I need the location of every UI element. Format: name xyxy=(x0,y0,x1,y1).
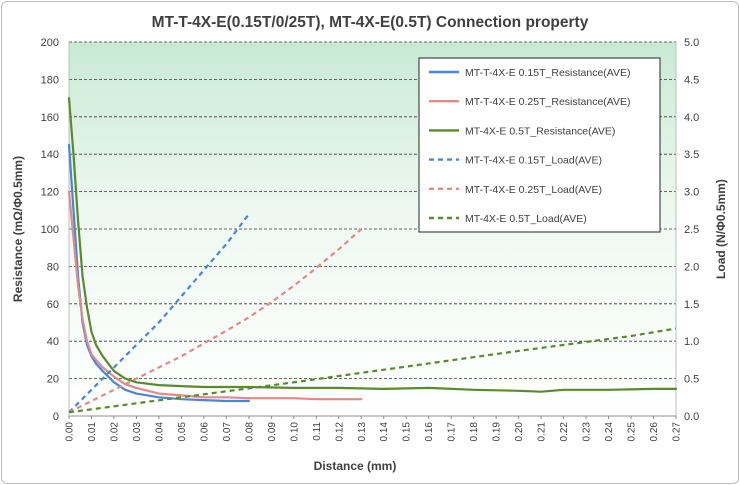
x-tick-label: 0.14 xyxy=(379,422,390,442)
y2-tick-label: 0.0 xyxy=(684,411,699,423)
x-tick-label: 0.09 xyxy=(267,422,278,442)
legend-label-2: MT-T-4X-E 0.25T_Resistance(AVE) xyxy=(465,96,631,108)
y-tick-label: 160 xyxy=(41,112,59,124)
legend: MT-T-4X-E 0.15T_Resistance(AVE) MT-T-4X-E… xyxy=(418,57,661,233)
legend-label-4: MT-T-4X-E 0.15T_Load(AVE) xyxy=(465,155,602,167)
x-tick-label: 0.02 xyxy=(109,422,120,442)
x-tick-label: 0.21 xyxy=(537,422,548,442)
y2-tick-label: 4.5 xyxy=(684,74,699,86)
y2-tick-label: 3.5 xyxy=(684,149,699,161)
y-tick-label: 200 xyxy=(41,37,59,49)
x-tick-label: 0.06 xyxy=(199,422,210,442)
x-tick-label: 0.25 xyxy=(627,422,638,442)
y-axis-label: Resistance (mΩ/Φ0.5mm) xyxy=(11,156,25,302)
x-tick-label: 0.01 xyxy=(87,422,98,442)
x-tick-label: 0.13 xyxy=(357,422,368,442)
legend-label-5: MT-T-4X-E 0.25T_Load(AVE) xyxy=(465,184,602,196)
x-tick-label: 0.08 xyxy=(244,422,255,442)
y-tick-label: 20 xyxy=(47,374,59,386)
legend-label-3: MT-4X-E 0.5T_Resistance(AVE) xyxy=(465,125,615,137)
x-tick-label: 0.11 xyxy=(312,422,323,441)
x-tick-label: 0.12 xyxy=(334,422,345,442)
legend-label-6: MT-4X-E 0.5T_Load(AVE) xyxy=(465,213,587,225)
x-tick-label: 0.16 xyxy=(424,422,435,442)
x-tick-label: 0.18 xyxy=(469,422,480,442)
legend-box xyxy=(418,57,661,233)
y-tick-label: 140 xyxy=(41,149,59,161)
y2-tick-label: 1.0 xyxy=(684,336,699,348)
series-line-4 xyxy=(68,213,250,414)
chart-title: MT-T-4X-E(0.15T/0/25T), MT-4X-E(0.5T) Co… xyxy=(152,14,589,31)
x-tick-label: 0.15 xyxy=(402,422,413,442)
y2-tick-label: 0.5 xyxy=(684,374,699,386)
series-line-6 xyxy=(68,327,677,414)
y2-tick-label: 3.0 xyxy=(684,187,699,199)
x-tick-label: 0.00 xyxy=(65,422,76,442)
x-tick-label: 0.26 xyxy=(649,422,660,442)
x-tick-label: 0.20 xyxy=(514,422,525,442)
x-tick-label: 0.03 xyxy=(132,422,143,442)
x-tick-label: 0.24 xyxy=(604,422,615,442)
y2-tick-label: 4.0 xyxy=(684,112,699,124)
y2-tick-label: 2.5 xyxy=(684,224,699,236)
y-tick-label: 100 xyxy=(41,224,59,236)
y-tick-label: 80 xyxy=(47,261,59,273)
x-tick-label: 0.17 xyxy=(447,422,458,442)
x-tick-label: 0.22 xyxy=(559,422,570,442)
y-tick-label: 60 xyxy=(47,299,59,311)
y-tick-label: 40 xyxy=(47,336,59,348)
y2-tick-label: 1.5 xyxy=(684,299,699,311)
x-axis-label: Distance (mm) xyxy=(314,459,397,473)
x-tick-label: 0.27 xyxy=(672,422,683,442)
x-tick-label: 0.19 xyxy=(492,422,503,442)
y-tick-label: 0 xyxy=(53,411,59,423)
y-tick-label: 180 xyxy=(41,74,59,86)
series-line-5 xyxy=(68,228,363,414)
x-tick-label: 0.23 xyxy=(582,422,593,442)
y2-tick-label: 2.0 xyxy=(684,261,699,273)
y-tick-label: 120 xyxy=(41,187,59,199)
y2-axis-label: Load (N/Φ0.5mm) xyxy=(714,179,728,279)
x-tick-label: 0.04 xyxy=(154,422,165,442)
x-tick-label: 0.07 xyxy=(222,422,233,442)
x-tick-label: 0.05 xyxy=(177,422,188,442)
y2-tick-label: 5.0 xyxy=(684,37,699,49)
series-line-3 xyxy=(67,96,678,393)
x-tick-label: 0.10 xyxy=(289,422,300,442)
legend-label-1: MT-T-4X-E 0.15T_Resistance(AVE) xyxy=(465,67,631,79)
series-line-2 xyxy=(67,190,363,401)
